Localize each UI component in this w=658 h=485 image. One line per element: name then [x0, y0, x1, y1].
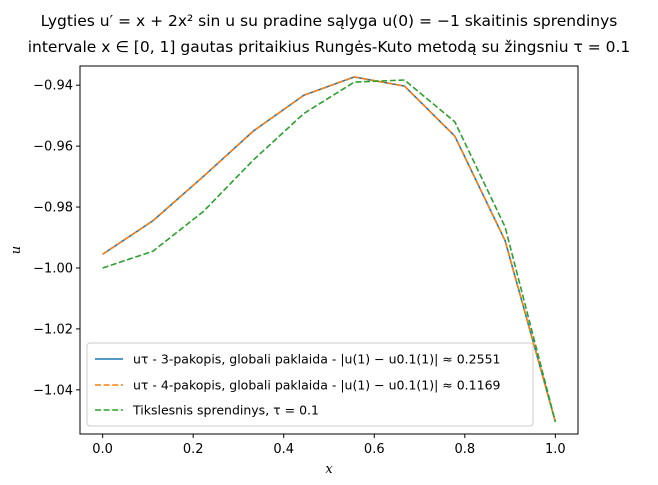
- y-tick-label: −1.00: [33, 261, 73, 276]
- y-tick-label: −1.02: [33, 322, 73, 337]
- legend-label-1: uτ - 3-pakopis, globali paklaida - |u(1)…: [133, 352, 500, 367]
- x-tick-label: 0.0: [92, 442, 113, 457]
- series-line-3: [102, 79, 557, 423]
- y-tick-label: −0.96: [33, 140, 73, 155]
- x-tick-label: 0.8: [454, 442, 475, 457]
- x-tick-label: 1.0: [545, 442, 566, 457]
- series-line-2: [102, 76, 557, 423]
- y-tick-label: −1.04: [33, 383, 73, 398]
- x-tick-label: 0.2: [183, 442, 204, 457]
- y-tick-label: −0.94: [33, 79, 73, 94]
- legend-label-3: Tikslesnis sprendinys, τ = 0.1: [132, 403, 319, 418]
- x-tick-label: 0.4: [273, 442, 294, 457]
- chart-title-line-1: Lygties u′ = x + 2x² sin u su pradine są…: [40, 12, 618, 30]
- legend-label-2: uτ - 4-pakopis, globali paklaida - |u(1)…: [133, 378, 501, 393]
- series-layer: [102, 76, 557, 423]
- legend-box: [86, 342, 534, 427]
- y-axis-ticks: −0.94 −0.96 −0.98 −1.00 −1.02 −1.04: [33, 79, 80, 398]
- x-axis-label: x: [325, 462, 333, 477]
- x-axis-ticks: 0.0 0.2 0.4 0.6 0.8 1.0: [92, 434, 566, 457]
- chart-title-line-2: intervale x ∈ [0, 1] gautas pritaikius R…: [27, 38, 631, 56]
- y-axis-label: u: [9, 246, 24, 254]
- y-tick-label: −0.98: [33, 201, 73, 216]
- plot-area-frame: [79, 65, 579, 435]
- legend: uτ - 3-pakopis, globali paklaida - |u(1)…: [86, 342, 534, 427]
- x-tick-label: 0.6: [364, 442, 385, 457]
